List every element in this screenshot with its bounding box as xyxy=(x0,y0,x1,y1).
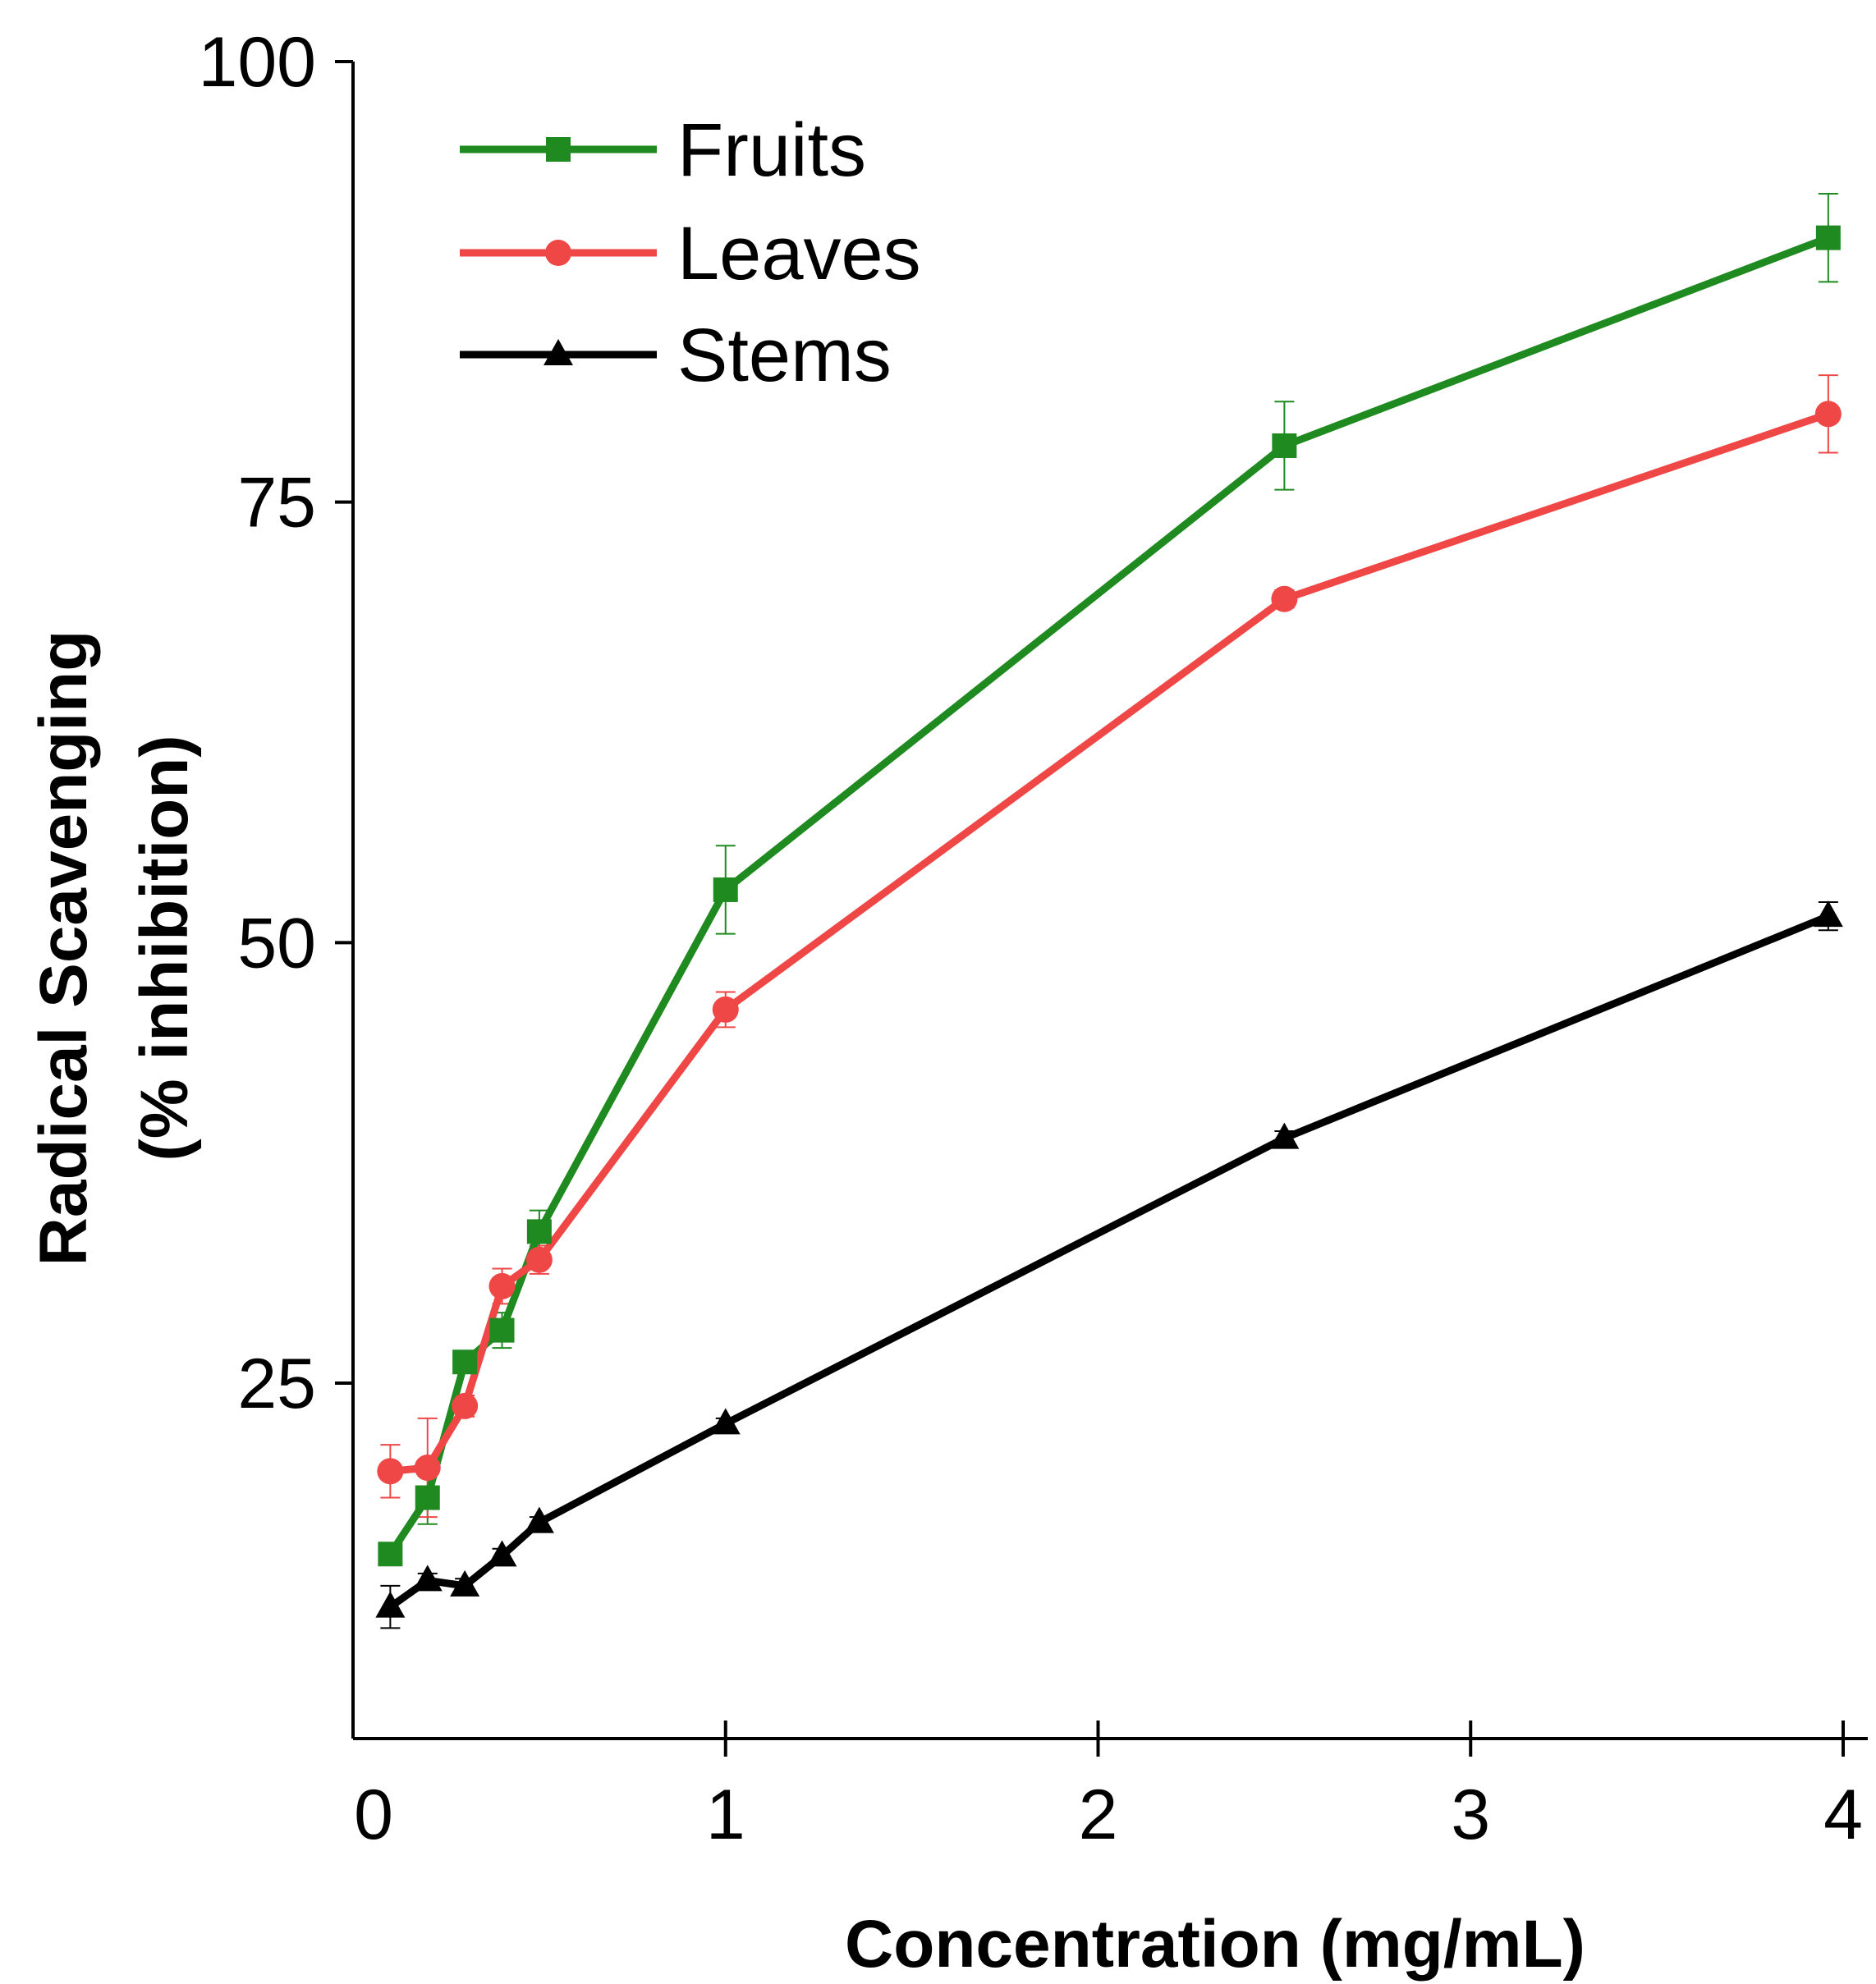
ticks: 25 50 75 100 0 1 2 3 4 xyxy=(199,23,1863,1854)
axes xyxy=(351,62,1868,1740)
fruits-data-point xyxy=(526,1219,552,1244)
stems-data-point xyxy=(487,1540,517,1567)
legend-label-fruits: Fruits xyxy=(677,108,866,192)
stems-series-line xyxy=(388,912,1830,1611)
leaves-data-point xyxy=(525,1246,553,1273)
x-tick-label: 2 xyxy=(1079,1776,1118,1854)
legend-label-stems: Stems xyxy=(677,314,892,397)
legend-label-leaves: Leaves xyxy=(677,212,921,296)
y-axis-title-line1: Radical Scavenging xyxy=(26,630,101,1267)
leaves-data-point xyxy=(488,1272,516,1299)
fruits-data-point xyxy=(713,877,738,902)
x-tick-label: 3 xyxy=(1451,1776,1490,1854)
stems-data-point xyxy=(412,1565,443,1592)
series-lines xyxy=(387,234,1830,1611)
legend-marker-stems xyxy=(544,339,573,365)
error-bars xyxy=(380,193,1838,1629)
fruits-data-point xyxy=(1815,225,1841,250)
stems-data-point xyxy=(1813,900,1843,928)
x-tick-label: 1 xyxy=(706,1776,745,1854)
leaves-data-point xyxy=(1271,585,1298,612)
fruits-series-line xyxy=(387,234,1830,1556)
stems-data-point xyxy=(1269,1122,1300,1149)
legend-entry-stems: Stems xyxy=(460,314,892,397)
stems-data-point xyxy=(710,1408,741,1435)
leaves-data-point xyxy=(377,1458,404,1485)
fruits-data-point xyxy=(489,1317,515,1343)
leaves-data-point xyxy=(1814,401,1842,428)
y-tick-label: 75 xyxy=(237,464,316,543)
leaves-series-line xyxy=(389,410,1830,1475)
leaves-data-point xyxy=(712,996,739,1023)
x-axis-title: Concentration (mg/mL) xyxy=(845,1907,1585,1982)
x-tick-label: 0 xyxy=(354,1776,393,1854)
fruits-data-point xyxy=(415,1485,440,1510)
leaves-data-point xyxy=(414,1455,441,1482)
stems-data-point xyxy=(375,1591,406,1618)
fruits-data-point xyxy=(452,1349,478,1375)
legend-entry-fruits: Fruits xyxy=(460,108,866,192)
y-tick-label: 25 xyxy=(237,1345,316,1423)
legend-marker-fruits xyxy=(546,137,571,162)
leaves-data-point xyxy=(452,1392,479,1419)
legend-marker-leaves xyxy=(545,240,571,266)
stems-data-point xyxy=(450,1569,480,1597)
fruits-data-point xyxy=(1272,433,1297,458)
y-tick-label: 100 xyxy=(199,23,317,102)
y-axis-title-line2: (% inhibition) xyxy=(127,735,202,1161)
y-tick-label: 50 xyxy=(237,904,316,983)
legend: Fruits Leaves Stems xyxy=(460,108,921,397)
stems-data-point xyxy=(524,1506,554,1533)
series-markers xyxy=(375,225,1843,1618)
legend-entry-leaves: Leaves xyxy=(460,212,921,296)
fruits-data-point xyxy=(378,1542,403,1567)
x-tick-label: 4 xyxy=(1823,1776,1863,1854)
